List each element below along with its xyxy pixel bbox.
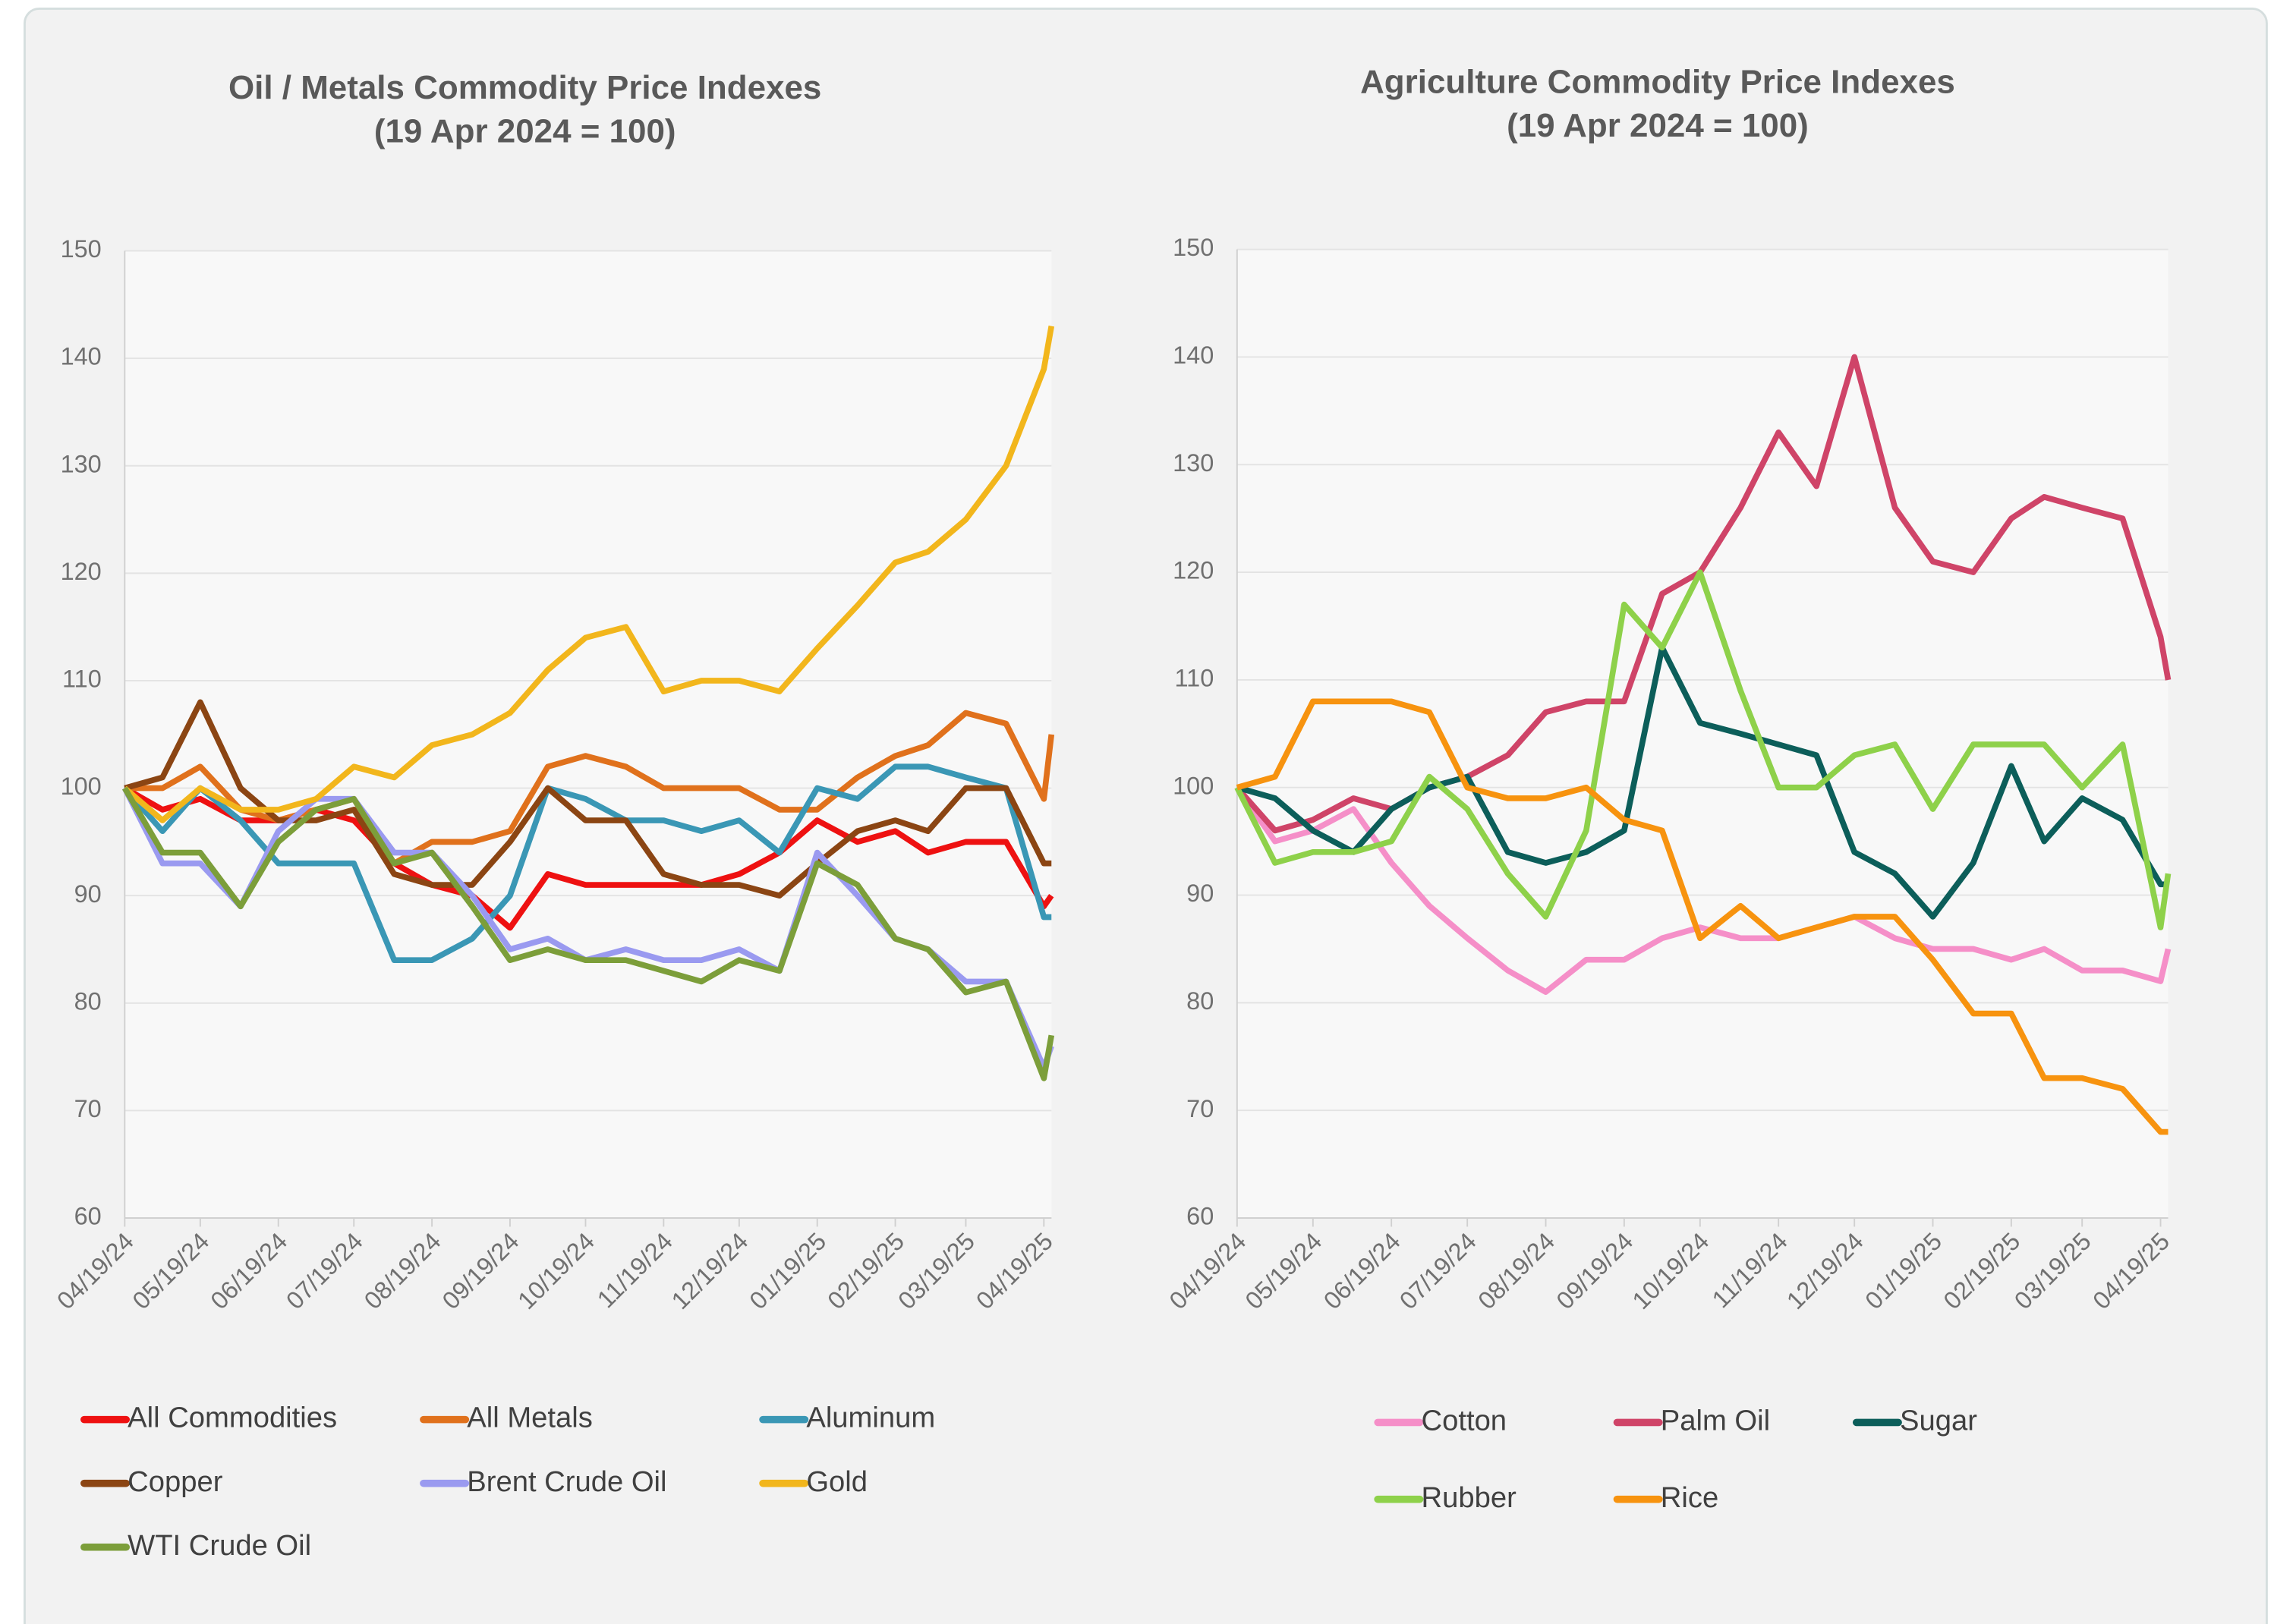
y-tick-label: 70 (74, 1095, 102, 1122)
y-tick-label: 100 (1173, 772, 1214, 799)
legend-label: Aluminum (806, 1402, 935, 1434)
y-tick-label: 110 (62, 666, 102, 693)
y-tick-label: 150 (1173, 234, 1214, 261)
legend-label: All Commodities (128, 1402, 337, 1434)
chart: Agriculture Commodity Price Indexes (19 A… (1164, 63, 2175, 1513)
y-tick-label: 140 (1173, 341, 1214, 369)
y-tick-label: 60 (74, 1203, 102, 1230)
chart: Oil / Metals Commodity Price Indexes (19 … (52, 69, 1058, 1562)
chart-title: Agriculture Commodity Price Indexes (1360, 63, 1955, 100)
plot-area (124, 250, 1052, 1218)
chart-title: Oil / Metals Commodity Price Indexes (228, 69, 821, 106)
legend-label: Rice (1661, 1481, 1718, 1514)
y-tick-label: 130 (61, 450, 102, 477)
y-tick-label: 110 (1175, 664, 1214, 691)
series-line (1236, 644, 2168, 920)
series-line (124, 699, 1052, 899)
legend-label: Gold (806, 1465, 868, 1498)
y-tick-label: 80 (1186, 987, 1214, 1015)
series-line (122, 326, 1055, 823)
legend-label: Rubber (1422, 1481, 1517, 1514)
chart-subtitle: (19 Apr 2024 = 100) (374, 112, 676, 149)
chart-subtitle: (19 Apr 2024 = 100) (1507, 107, 1809, 144)
legend-label: Copper (128, 1465, 223, 1498)
legend-label: All Metals (467, 1402, 593, 1434)
series-line (122, 786, 1055, 1081)
legend-label: Brent Crude Oil (467, 1465, 666, 1498)
y-tick-label: 120 (1173, 557, 1214, 584)
legend-label: Sugar (1900, 1405, 1977, 1437)
y-tick-label: 60 (1186, 1203, 1214, 1230)
y-tick-label: 130 (1173, 449, 1214, 477)
y-tick-label: 80 (74, 987, 102, 1015)
series-line (122, 763, 1052, 963)
y-tick-label: 140 (61, 343, 102, 370)
legend-label: Cotton (1422, 1405, 1507, 1437)
y-tick-label: 90 (1186, 880, 1214, 907)
legend-label: Palm Oil (1661, 1405, 1770, 1437)
y-tick-label: 90 (74, 880, 102, 908)
y-tick-label: 100 (61, 773, 102, 800)
y-tick-label: 120 (61, 558, 102, 585)
legend-label: WTI Crude Oil (128, 1529, 311, 1562)
plot-area (1236, 249, 2168, 1219)
y-tick-label: 150 (61, 235, 102, 263)
series-line (1234, 569, 2172, 930)
y-tick-label: 70 (1186, 1095, 1214, 1122)
series-line (1234, 785, 2172, 995)
series-line (1236, 698, 2168, 1135)
